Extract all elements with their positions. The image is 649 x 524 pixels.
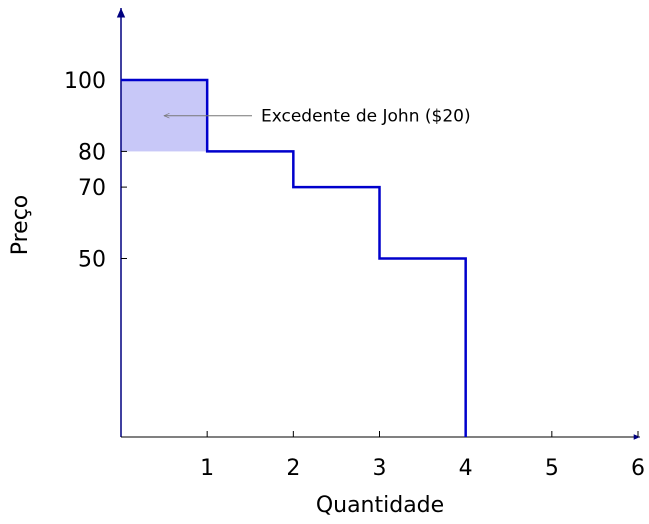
y-axis-label: Preço xyxy=(8,195,33,256)
x-tick-label: 1 xyxy=(200,456,214,481)
y-tick-label: 70 xyxy=(78,176,106,201)
x-tick-label: 4 xyxy=(459,456,473,481)
x-tick-label: 5 xyxy=(545,456,559,481)
x-tick-label: 6 xyxy=(631,456,645,481)
demand-step-line xyxy=(121,78,467,437)
y-tick-label: 50 xyxy=(78,248,106,273)
x-tick-label: 2 xyxy=(286,456,300,481)
y-tick-label: 100 xyxy=(64,69,106,94)
x-axis-label: Quantidade xyxy=(316,493,444,518)
surplus-annotation-label: Excedente de John ($20) xyxy=(261,107,471,127)
x-tick-label: 3 xyxy=(373,456,387,481)
y-tick-label: 80 xyxy=(78,140,106,165)
